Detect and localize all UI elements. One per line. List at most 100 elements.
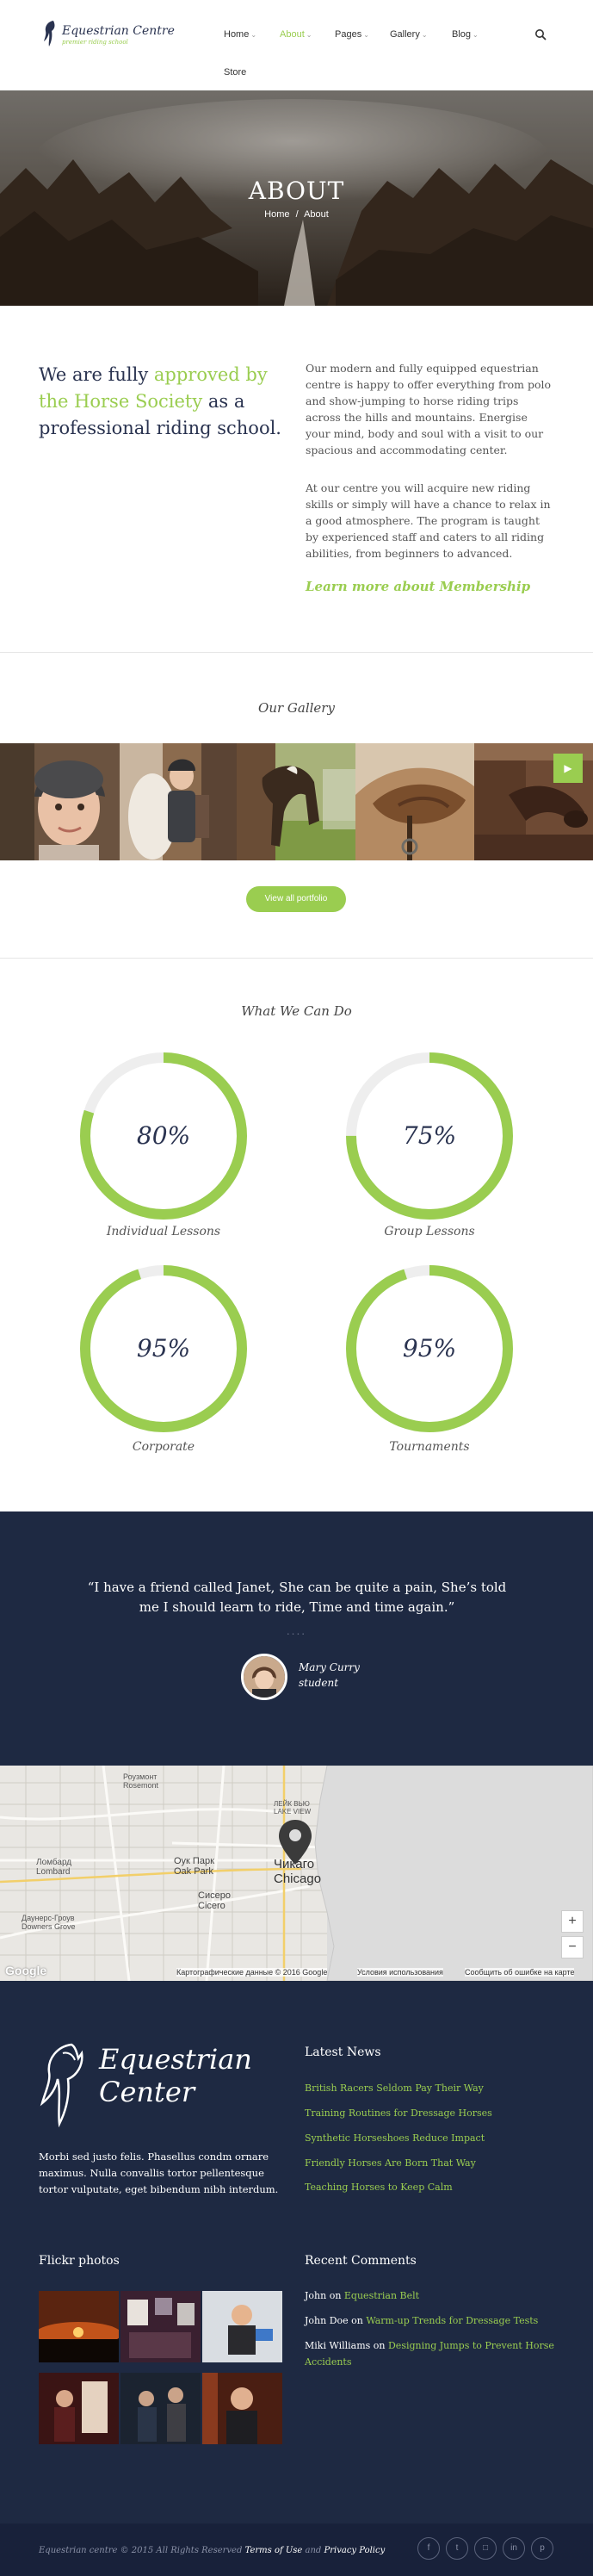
nav-about[interactable]: About ⌄	[280, 29, 312, 40]
chevron-down-icon: ⌄	[363, 31, 369, 39]
map-terms-link[interactable]: Условия использования	[357, 1968, 443, 1977]
map-zoom-out-button[interactable]: −	[561, 1936, 584, 1958]
news-link[interactable]: Training Routines for Dressage Horses	[305, 2107, 492, 2119]
forest-mountain-image	[0, 90, 593, 306]
map-label: Даунерс-Гроув Downers Grove	[22, 1914, 76, 1931]
map-label-text: Оук Парк	[174, 1856, 214, 1866]
gallery-title: Our Gallery	[258, 700, 335, 716]
news-link[interactable]: Friendly Horses Are Born That Way	[305, 2157, 476, 2169]
site-header: Equestrian Centre premier riding school …	[0, 0, 593, 90]
comment-post-link[interactable]: Designing Jumps to Prevent Horse Acciden…	[305, 2340, 554, 2368]
map-label: Роузмонт Rosemont	[123, 1772, 158, 1790]
news-link[interactable]: Synthetic Horseshoes Reduce Impact	[305, 2132, 485, 2144]
skill-label: Group Lessons	[384, 1225, 475, 1238]
chevron-down-icon: ⌄	[473, 31, 479, 39]
flickr-photo[interactable]	[39, 2373, 119, 2444]
nav-blog-label: Blog	[452, 29, 472, 40]
skill-label: Tournaments	[389, 1440, 470, 1454]
map-label-city: Чикаго Chicago	[274, 1857, 321, 1886]
gallery-image-stable-horse[interactable]	[474, 743, 593, 860]
breadcrumb: Home / About	[0, 209, 593, 220]
copyright-and: and	[302, 2546, 324, 2555]
location-map[interactable]: Роузмонт Rosemont Ломбард Lombard Оук Парк…	[0, 1766, 593, 1981]
skill-percent: 95%	[136, 1334, 191, 1362]
breadcrumb-home[interactable]: Home	[264, 209, 290, 220]
skill-ring-group-lessons	[346, 1052, 513, 1220]
flickr-title: Flickr photos	[39, 2254, 120, 2268]
hero-banner: ABOUT Home / About	[0, 90, 593, 306]
map-label-text: Oak Park	[174, 1866, 213, 1877]
skill-label: Individual Lessons	[106, 1225, 221, 1238]
nav-store[interactable]: Store	[224, 67, 246, 78]
search-icon[interactable]	[534, 28, 547, 40]
instagram-icon[interactable]: □	[474, 2537, 497, 2560]
comment-item: John Doe on Warm-up Trends for Dressage …	[305, 2312, 563, 2329]
horse-logo-icon[interactable]	[41, 19, 59, 48]
flickr-photo[interactable]	[39, 2291, 119, 2362]
intro-lead: We are fully approved by the Horse Socie…	[39, 362, 288, 442]
news-link[interactable]: Teaching Horses to Keep Calm	[305, 2182, 453, 2193]
testimonial-section	[0, 1511, 593, 1766]
privacy-link[interactable]: Privacy Policy	[324, 2546, 386, 2555]
gallery-image-girl-helmet[interactable]	[0, 743, 120, 860]
news-link[interactable]: British Racers Seldom Pay Their Way	[305, 2083, 484, 2094]
page-title: ABOUT	[248, 177, 345, 205]
footer-brand: Equestrian Center	[99, 2043, 252, 2108]
map-label-text: Rosemont	[123, 1781, 159, 1790]
map-label-text: Даунерс-Гроув	[22, 1914, 75, 1922]
map-label-text: Downers Grove	[22, 1922, 76, 1931]
flickr-photo[interactable]	[202, 2291, 282, 2362]
skills-title: What We Can Do	[241, 1003, 352, 1019]
nav-home[interactable]: Home ⌄	[224, 29, 256, 40]
skill-ring-progress	[346, 1265, 513, 1432]
gallery-next-button[interactable]: ▶	[553, 754, 583, 783]
map-label: Оук Парк Oak Park	[174, 1856, 214, 1877]
facebook-icon[interactable]: f	[417, 2537, 440, 2560]
comment-on: on	[370, 2340, 388, 2351]
terms-link[interactable]: Terms of Use	[244, 2546, 303, 2555]
pinterest-icon[interactable]: p	[531, 2537, 553, 2560]
comment-on: on	[326, 2290, 344, 2301]
copyright: Equestrian centre © 2015 All Rights Rese…	[39, 2546, 385, 2555]
map-report-link[interactable]: Сообщить об ошибке на карте	[465, 1968, 575, 1977]
nav-store-label: Store	[224, 67, 247, 78]
map-label-text: Chicago	[274, 1871, 322, 1886]
testimonial-name: Mary Curry	[299, 1661, 360, 1673]
map-label: Сисеро Cicero	[198, 1890, 231, 1911]
chevron-right-icon: ▶	[564, 762, 572, 774]
breadcrumb-separator: /	[295, 209, 299, 220]
flickr-photo[interactable]	[120, 2373, 201, 2444]
map-label: Ломбард Lombard	[36, 1858, 71, 1877]
flickr-photo[interactable]	[120, 2291, 201, 2362]
comment-post-link[interactable]: Warm-up Trends for Dressage Tests	[366, 2315, 539, 2326]
nav-gallery[interactable]: Gallery ⌄	[390, 29, 428, 40]
quote-separator: ....	[286, 1625, 307, 1637]
gallery-image-saddle[interactable]	[355, 743, 474, 860]
testimonial-role: student	[299, 1677, 339, 1689]
map-label-text: Cicero	[198, 1901, 225, 1911]
flickr-photo[interactable]	[202, 2373, 282, 2444]
logo-title[interactable]: Equestrian Centre	[62, 24, 175, 38]
map-label-text: Чикаго	[274, 1857, 315, 1871]
nav-pages[interactable]: Pages ⌄	[335, 29, 369, 40]
gallery-image-rider-horse[interactable]	[120, 743, 237, 860]
intro-lead-part: as a professional riding school.	[39, 391, 281, 438]
skill-percent: 75%	[402, 1121, 457, 1150]
chevron-down-icon: ⌄	[421, 31, 428, 39]
map-pin-icon[interactable]	[276, 1818, 314, 1866]
comment-post-link[interactable]: Equestrian Belt	[343, 2290, 420, 2301]
view-portfolio-button[interactable]: View all portfolio	[246, 886, 346, 912]
twitter-icon[interactable]: t	[446, 2537, 468, 2560]
gallery-image-horse-field[interactable]	[237, 743, 355, 860]
footer-about-text: Morbi sed justo felis. Phasellus condm o…	[39, 2151, 279, 2195]
linkedin-icon[interactable]: in	[503, 2537, 525, 2560]
map-zoom-in-button[interactable]: +	[561, 1910, 584, 1933]
skill-percent: 80%	[136, 1121, 191, 1150]
membership-link[interactable]: Learn more about Membership	[306, 579, 531, 594]
chevron-down-icon: ⌄	[306, 31, 312, 39]
skill-ring-corporate	[80, 1265, 247, 1432]
nav-blog[interactable]: Blog ⌄	[452, 29, 479, 40]
horse-logo-icon[interactable]	[39, 2041, 90, 2127]
skill-ring-individual-lessons	[80, 1052, 247, 1220]
nav-about-label: About	[280, 29, 305, 40]
